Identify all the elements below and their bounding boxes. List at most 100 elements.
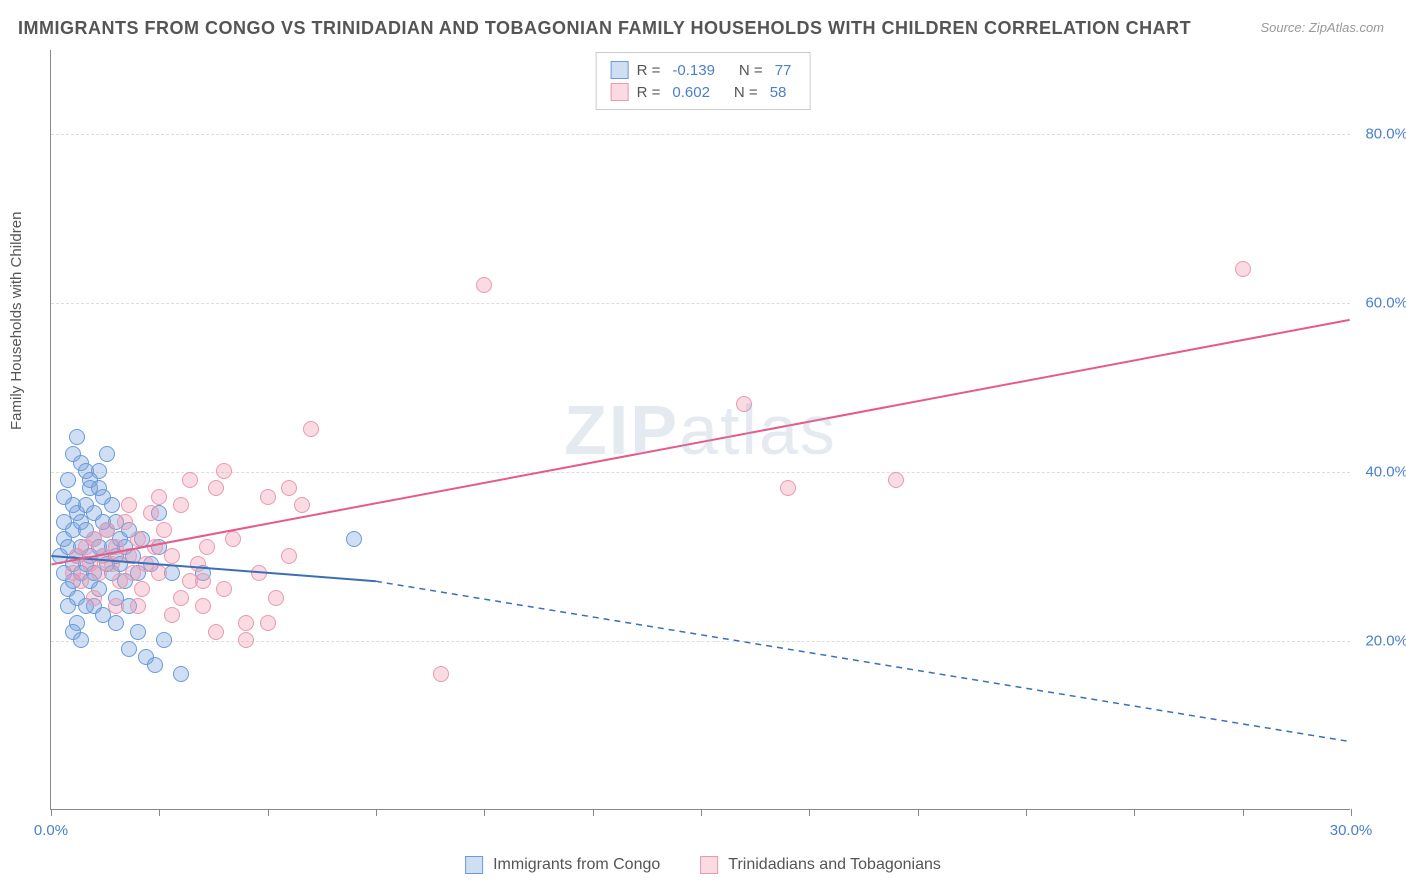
legend-swatch — [611, 83, 629, 101]
data-point — [151, 489, 167, 505]
data-point — [121, 548, 137, 564]
data-point — [281, 480, 297, 496]
data-point — [108, 598, 124, 614]
y-tick-label: 40.0% — [1356, 464, 1406, 481]
x-tick — [701, 809, 702, 816]
x-tick — [268, 809, 269, 816]
data-point — [260, 489, 276, 505]
y-tick-label: 20.0% — [1356, 633, 1406, 650]
x-tick-label: 0.0% — [34, 822, 68, 839]
data-point — [208, 480, 224, 496]
data-point — [780, 480, 796, 496]
data-point — [433, 666, 449, 682]
data-point — [173, 666, 189, 682]
data-point — [121, 497, 137, 513]
data-point — [346, 531, 362, 547]
data-point — [476, 277, 492, 293]
data-point — [238, 632, 254, 648]
legend-item: Immigrants from Congo — [465, 856, 660, 874]
data-point — [156, 522, 172, 538]
data-point — [195, 598, 211, 614]
data-point — [736, 396, 752, 412]
x-tick — [1026, 809, 1027, 816]
legend-swatch — [700, 856, 718, 874]
data-point — [147, 539, 163, 555]
data-point — [888, 472, 904, 488]
legend-swatch — [465, 856, 483, 874]
legend-stat-row: R =0.602N =58 — [611, 81, 796, 103]
data-point — [86, 590, 102, 606]
data-point — [104, 556, 120, 572]
data-point — [294, 497, 310, 513]
data-point — [1235, 261, 1251, 277]
data-point — [143, 505, 159, 521]
data-point — [65, 497, 81, 513]
n-value: 77 — [775, 62, 792, 79]
r-label: R = — [637, 62, 661, 79]
data-point — [69, 429, 85, 445]
legend-series: Immigrants from Congo Trinidadians and To… — [465, 856, 941, 874]
data-point — [60, 472, 76, 488]
x-tick — [1351, 809, 1352, 816]
gridline — [51, 472, 1350, 473]
x-tick — [159, 809, 160, 816]
y-tick-label: 60.0% — [1356, 295, 1406, 312]
data-point — [130, 531, 146, 547]
x-tick — [51, 809, 52, 816]
data-point — [216, 581, 232, 597]
x-tick — [593, 809, 594, 816]
data-point — [147, 657, 163, 673]
data-point — [60, 598, 76, 614]
data-point — [91, 480, 107, 496]
n-label: N = — [739, 62, 763, 79]
data-point — [121, 641, 137, 657]
x-tick — [484, 809, 485, 816]
data-point — [260, 615, 276, 631]
data-point — [173, 497, 189, 513]
data-point — [130, 624, 146, 640]
x-tick-label: 30.0% — [1330, 822, 1373, 839]
data-point — [190, 556, 206, 572]
data-point — [208, 624, 224, 640]
data-point — [182, 472, 198, 488]
r-label: R = — [637, 84, 661, 101]
data-point — [151, 565, 167, 581]
data-point — [268, 590, 284, 606]
trend-lines-svg — [51, 50, 1350, 809]
x-tick — [809, 809, 810, 816]
data-point — [108, 615, 124, 631]
source-label: Source: ZipAtlas.com — [1260, 20, 1384, 35]
data-point — [99, 522, 115, 538]
x-tick — [918, 809, 919, 816]
n-label: N = — [734, 84, 758, 101]
plot-area: ZIPatlas 20.0%40.0%60.0%80.0%0.0%30.0% — [50, 50, 1350, 810]
data-point — [173, 590, 189, 606]
watermark-light: atlas — [679, 391, 837, 469]
data-point — [130, 598, 146, 614]
legend-stat-row: R =-0.139N =77 — [611, 59, 796, 81]
legend-stats: R =-0.139N =77R =0.602N =58 — [596, 52, 811, 110]
chart-container: IMMIGRANTS FROM CONGO VS TRINIDADIAN AND… — [0, 0, 1406, 892]
data-point — [56, 514, 72, 530]
data-point — [73, 573, 89, 589]
data-point — [104, 497, 120, 513]
data-point — [134, 581, 150, 597]
data-point — [99, 446, 115, 462]
data-point — [164, 607, 180, 623]
chart-title: IMMIGRANTS FROM CONGO VS TRINIDADIAN AND… — [18, 18, 1191, 39]
data-point — [195, 573, 211, 589]
data-point — [238, 615, 254, 631]
data-point — [225, 531, 241, 547]
legend-item: Trinidadians and Tobagonians — [700, 856, 941, 874]
data-point — [199, 539, 215, 555]
data-point — [251, 565, 267, 581]
x-tick — [376, 809, 377, 816]
x-tick — [1243, 809, 1244, 816]
x-tick — [1134, 809, 1135, 816]
data-point — [303, 421, 319, 437]
data-point — [117, 514, 133, 530]
data-point — [216, 463, 232, 479]
gridline — [51, 303, 1350, 304]
r-value: 0.602 — [672, 84, 710, 101]
data-point — [156, 632, 172, 648]
